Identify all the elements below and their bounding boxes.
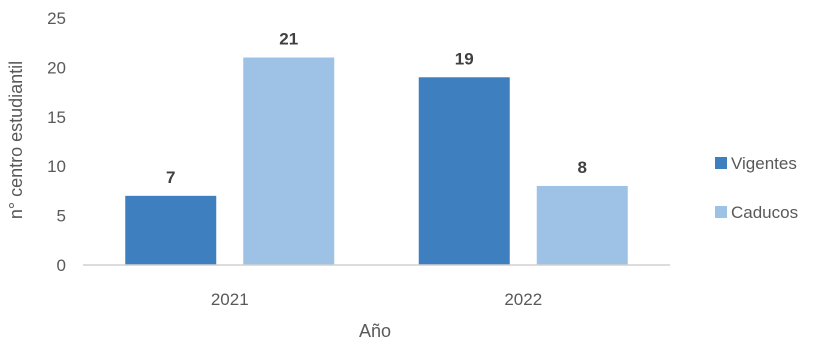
x-tick-label: 2021	[211, 290, 249, 309]
x-tick-label: 2022	[504, 290, 542, 309]
y-axis-ticks: 0 5 10 15 20 25	[47, 9, 66, 275]
bar-caducos-2021	[243, 57, 335, 265]
bar-vigentes-2022	[418, 77, 510, 265]
data-label: 19	[455, 49, 474, 68]
legend-swatch	[715, 206, 727, 218]
bar-vigentes-2021	[125, 195, 217, 265]
data-label: 8	[578, 158, 587, 177]
y-axis-label: n° centro estudiantil	[6, 61, 26, 219]
legend-label: Caducos	[731, 203, 798, 222]
x-axis-label: Año	[359, 321, 391, 341]
bars	[125, 57, 628, 265]
data-label: 7	[166, 168, 175, 187]
x-axis-ticks: 2021 2022	[211, 290, 542, 309]
data-labels: 7 21 19 8	[166, 30, 587, 187]
legend: Vigentes Caducos	[715, 154, 798, 222]
bar-caducos-2022	[536, 185, 628, 265]
y-tick-label: 20	[47, 58, 66, 77]
y-tick-label: 5	[57, 207, 66, 226]
legend-label: Vigentes	[731, 154, 797, 173]
y-tick-label: 0	[57, 256, 66, 275]
legend-swatch	[715, 157, 727, 169]
data-label: 21	[279, 30, 298, 49]
y-tick-label: 15	[47, 108, 66, 127]
y-tick-label: 10	[47, 157, 66, 176]
y-tick-label: 25	[47, 9, 66, 28]
